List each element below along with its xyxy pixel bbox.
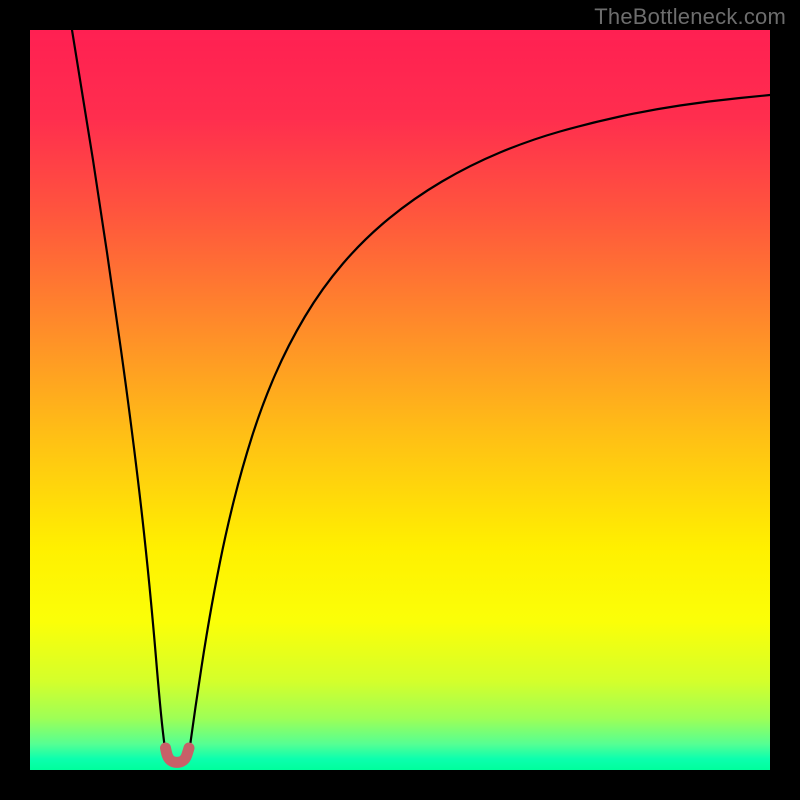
chart-frame: TheBottleneck.com	[0, 0, 800, 800]
gradient-background	[30, 30, 770, 770]
plot-area	[30, 30, 770, 770]
watermark-text: TheBottleneck.com	[594, 4, 786, 30]
chart-svg	[30, 30, 770, 770]
